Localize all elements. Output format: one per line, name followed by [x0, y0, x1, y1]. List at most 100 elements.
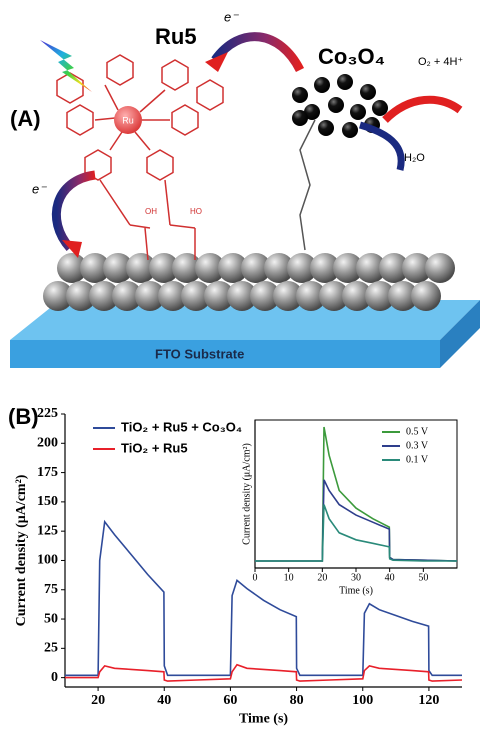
legend-label: 0.5 V [406, 426, 429, 437]
legend-label: TiO₂ + Ru5 [121, 440, 188, 455]
catalyst-particle [350, 104, 366, 120]
ring [196, 79, 224, 111]
y-tick-label: 0 [51, 670, 58, 685]
data-line [65, 519, 462, 677]
catalyst-particle [314, 77, 330, 93]
catalyst-label: Co₃O₄ [318, 44, 385, 69]
bond [139, 89, 166, 113]
electron-arrow [211, 32, 305, 73]
ring [84, 149, 112, 181]
particle [149, 253, 179, 283]
particle [66, 281, 96, 311]
catalyst-particle [342, 122, 358, 138]
electron-label: e⁻ [32, 181, 47, 196]
particle [103, 253, 133, 283]
ring [146, 149, 174, 181]
bond [134, 131, 151, 151]
linker [299, 119, 316, 251]
particle [365, 281, 395, 311]
legend-label: 0.1 V [406, 454, 429, 465]
atom-label: OH [145, 207, 157, 216]
data-line [255, 504, 457, 562]
x-tick-label: 50 [418, 572, 428, 583]
bond [164, 179, 171, 226]
particle [227, 281, 257, 311]
particle [296, 281, 326, 311]
ring [66, 104, 94, 136]
particle [195, 253, 225, 283]
y-tick-label: 100 [37, 553, 58, 568]
x-axis-title: Time (s) [339, 585, 373, 596]
schematic: (A) Ru5 Co₃O₄ e⁻ e⁻ O₂ + 4H⁺ H₂O Ru OH H… [10, 9, 480, 368]
catalyst-particle [360, 84, 376, 100]
particle [342, 281, 372, 311]
x-tick-label: 40 [157, 693, 171, 708]
particle [172, 253, 202, 283]
y-axis-title: Current density (μA/cm²) [14, 474, 29, 626]
x-tick-label: 60 [223, 693, 237, 708]
ring [106, 54, 134, 86]
particle [89, 281, 119, 311]
y-tick-label: 125 [37, 523, 58, 538]
arrow-head [62, 240, 82, 258]
bond [104, 84, 119, 111]
panel-label: (B) [8, 404, 39, 429]
catalyst-particle [292, 110, 308, 126]
particle [250, 281, 280, 311]
electron-label: e⁻ [224, 9, 239, 24]
particle [379, 253, 409, 283]
particle [319, 281, 349, 311]
particle [80, 253, 110, 283]
catalyst-particle [337, 74, 353, 90]
x-tick-label: 30 [351, 572, 361, 583]
ring [171, 104, 199, 136]
particle [43, 281, 73, 311]
x-tick-label: 20 [91, 693, 105, 708]
y-tick-label: 225 [37, 406, 58, 421]
particle [181, 281, 211, 311]
particle [135, 281, 165, 311]
particle [204, 281, 234, 311]
electron-arrow [51, 170, 96, 251]
bond [129, 224, 151, 229]
x-tick-label: 40 [385, 572, 395, 583]
particle [126, 253, 156, 283]
substrate-label: FTO Substrate [155, 346, 244, 361]
x-tick-label: 10 [284, 572, 294, 583]
metal-label: Ru [122, 115, 134, 125]
bond [109, 131, 123, 151]
y-tick-label: 175 [37, 465, 58, 480]
catalyst-particle [292, 87, 308, 103]
particle [287, 253, 317, 283]
particle [264, 253, 294, 283]
particle [425, 253, 455, 283]
ring [56, 72, 84, 104]
bond [169, 224, 196, 229]
x-tick-label: 0 [253, 572, 258, 583]
ru-center [114, 106, 142, 134]
catalyst-particle [328, 97, 344, 113]
particle [57, 253, 87, 283]
x-tick-label: 120 [418, 693, 439, 708]
x-axis-title: Time (s) [239, 711, 288, 726]
particle [241, 253, 271, 283]
y-tick-label: 200 [37, 436, 58, 451]
bond [99, 179, 131, 226]
particle [356, 253, 386, 283]
charts: 20 40 60 80 100 1200255075100125150175200225T… [14, 406, 463, 726]
particle [112, 281, 142, 311]
y-tick-label: 50 [44, 611, 58, 626]
y-tick-label: 75 [44, 582, 58, 597]
atom-label: HO [190, 207, 202, 216]
particle [388, 281, 418, 311]
particle [218, 253, 248, 283]
data-line [65, 663, 463, 682]
arrow-head [205, 52, 228, 72]
catalyst-particle [372, 100, 388, 116]
y-tick-label: 25 [44, 641, 58, 656]
particle [310, 253, 340, 283]
y-tick-label: 150 [37, 494, 58, 509]
reactant-label: H₂O [404, 152, 425, 164]
